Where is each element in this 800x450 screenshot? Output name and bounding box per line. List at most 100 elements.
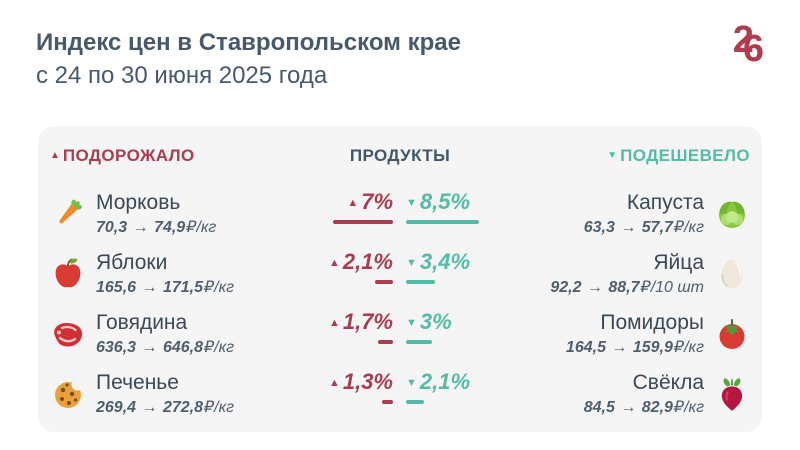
product-price: 269,4 → 272,8₽/кг [96, 397, 234, 417]
percent-down: ▼ 3,4% [406, 250, 482, 304]
product-price: 63,3 → 57,7₽/кг [584, 217, 704, 237]
product-price: 636,3 → 646,8₽/кг [96, 337, 234, 357]
up-bar [378, 340, 393, 344]
down-triangle-icon: ▼ [406, 377, 417, 389]
percent-row: ▲ 2,1% ▼ 3,4% [325, 244, 482, 304]
product-price: 165,6 → 171,5₽/кг [96, 277, 234, 297]
beet-icon [714, 376, 750, 412]
price-from: 84,5 [583, 399, 615, 416]
tomato-icon [714, 316, 750, 352]
price-unit: ₽/кг [673, 219, 704, 236]
page-title: Индекс цен в Ставропольском крае [36, 29, 461, 56]
row-egg: Яйца 92,2 → 88,7₽/10 шт [505, 244, 750, 304]
page-subtitle: с 24 по 30 июня 2025 года [36, 62, 328, 89]
apple-icon [50, 256, 86, 292]
product-name: Свёкла [632, 371, 704, 394]
down-triangle-icon: ▼ [406, 197, 417, 209]
row-beef: Говядина 636,3 → 646,8₽/кг [50, 304, 295, 364]
price-to: 159,9 [632, 339, 673, 356]
percent-up-value: 2,1% [342, 249, 393, 274]
decreased-column: Капуста 63,3 → 57,7₽/кг Яйца 92,2 → 88,7… [505, 184, 750, 424]
percent-up-value: 1,7% [342, 309, 393, 334]
percent-row: ▲ 1,3% ▼ 2,1% [325, 364, 482, 424]
percent-up-value: 7% [361, 189, 393, 214]
arrow-right-icon: → [620, 399, 637, 416]
arrow-right-icon: → [132, 219, 149, 236]
percent-up: ▲ 2,1% [325, 250, 393, 304]
up-triangle-icon: ▲ [328, 317, 340, 329]
header-increased-label: ПОДОРОЖАЛО [62, 146, 195, 165]
arrow-right-icon: → [620, 219, 637, 236]
price-unit: ₽/10 шт [640, 279, 704, 296]
up-triangle-icon: ▲ [328, 257, 340, 269]
up-triangle-icon: ▲ [328, 377, 340, 389]
product-price: 92,2 → 88,7₽/10 шт [550, 277, 704, 297]
row-beet: Свёкла 84,5 → 82,9₽/кг [505, 364, 750, 424]
arrow-right-icon: → [586, 279, 603, 296]
percent-up-value: 1,3% [342, 369, 393, 394]
percent-row: ▲ 7% ▼ 8,5% [325, 184, 482, 244]
column-headers: ▲ ПОДОРОЖАЛО ПРОДУКТЫ ▼ ПОДЕШЕВЕЛО [50, 146, 750, 168]
price-from: 269,4 [96, 399, 137, 416]
cabbage-icon [714, 196, 750, 232]
price-from: 70,3 [96, 219, 128, 236]
header-decreased: ▼ ПОДЕШЕВЕЛО [607, 146, 750, 166]
arrow-right-icon: → [611, 339, 628, 356]
arrow-right-icon: → [141, 339, 158, 356]
price-to: 74,9 [154, 219, 186, 236]
price-to: 171,5 [162, 279, 203, 296]
up-bar [332, 220, 393, 224]
percent-up: ▲ 1,7% [325, 310, 393, 364]
percent-down-value: 3,4% [419, 249, 471, 274]
price-unit: ₽/кг [673, 339, 704, 356]
product-price: 164,5 → 159,9₽/кг [566, 337, 704, 357]
page-header: Индекс цен в Ставропольском крае с 24 по… [36, 26, 461, 92]
egg-icon [714, 256, 750, 292]
carrot-icon [50, 196, 86, 232]
row-carrot: Морковь 70,3 → 74,9₽/кг [50, 184, 295, 244]
price-unit: ₽/кг [186, 219, 217, 236]
percent-down-value: 2,1% [419, 369, 471, 394]
price-from: 165,6 [96, 279, 137, 296]
down-triangle-icon: ▼ [406, 317, 417, 329]
price-to: 272,8 [162, 399, 203, 416]
down-bar [406, 340, 432, 344]
percent-up: ▲ 7% [325, 190, 393, 244]
logo-digit: 6 [742, 28, 764, 70]
percent-down: ▼ 2,1% [406, 370, 482, 424]
down-bar [406, 220, 480, 224]
channel-26-logo: 26 [732, 19, 764, 70]
header-decreased-label: ПОДЕШЕВЕЛО [620, 146, 750, 165]
down-triangle-icon: ▼ [406, 257, 417, 269]
price-index-card: ▲ ПОДОРОЖАЛО ПРОДУКТЫ ▼ ПОДЕШЕВЕЛО Морковь… [38, 126, 762, 432]
up-triangle-icon: ▲ [50, 150, 60, 161]
cookie-icon [50, 376, 86, 412]
price-unit: ₽/кг [673, 399, 704, 416]
percent-column: ▲ 7% ▼ 8,5% ▲ 2,1% ▼ 3,4% ▲ 1,7% [325, 184, 482, 424]
percent-down-value: 8,5% [419, 189, 471, 214]
down-bar [406, 280, 436, 284]
logo-digit: 2 [732, 19, 754, 61]
product-price: 84,5 → 82,9₽/кг [584, 397, 704, 417]
product-name: Яблоки [96, 251, 168, 274]
up-bar [381, 400, 393, 404]
percent-down-value: 3% [419, 309, 452, 334]
arrow-right-icon: → [141, 279, 158, 296]
percent-down: ▼ 8,5% [406, 190, 482, 244]
product-name: Печенье [96, 371, 179, 394]
price-from: 92,2 [550, 279, 582, 296]
beef-icon [50, 316, 86, 352]
product-price: 70,3 → 74,9₽/кг [96, 217, 216, 237]
percent-down: ▼ 3% [406, 310, 482, 364]
price-unit: ₽/кг [204, 339, 235, 356]
down-bar [406, 400, 425, 404]
up-bar [374, 280, 393, 284]
row-cookie: Печенье 269,4 → 272,8₽/кг [50, 364, 295, 424]
product-name: Говядина [96, 311, 188, 334]
product-name: Яйца [653, 251, 704, 274]
header-products: ПРОДУКТЫ [349, 146, 451, 165]
price-to: 646,8 [162, 339, 203, 356]
product-name: Капуста [626, 191, 704, 214]
row-apple: Яблоки 165,6 → 171,5₽/кг [50, 244, 295, 304]
up-triangle-icon: ▲ [347, 197, 359, 209]
